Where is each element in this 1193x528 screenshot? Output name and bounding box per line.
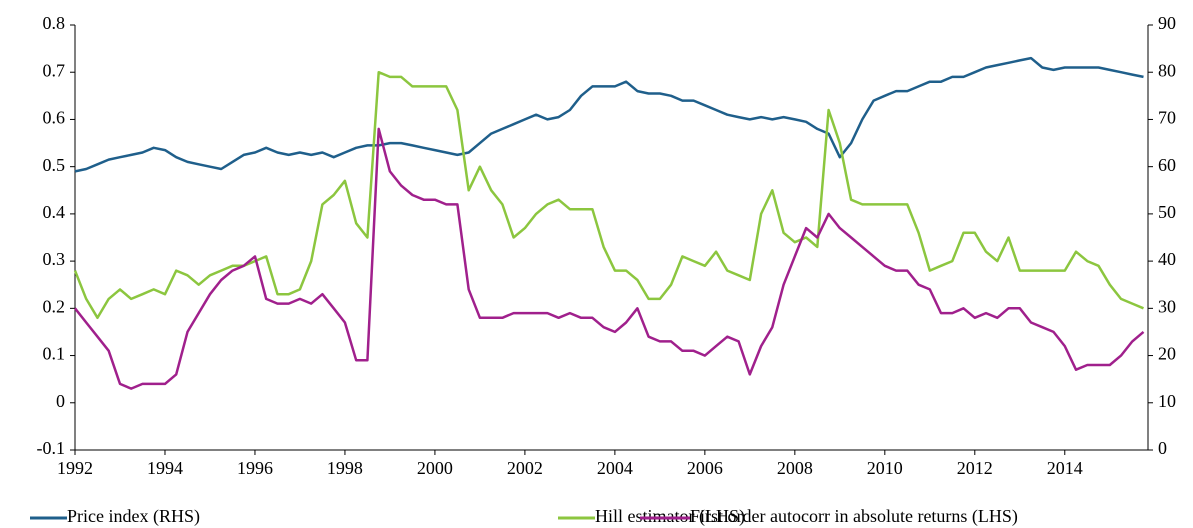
x-tick-label: 2012 bbox=[957, 458, 993, 478]
legend-label: First order autocorr in absolute returns… bbox=[690, 506, 1018, 527]
y2-tick-label: 90 bbox=[1158, 13, 1176, 33]
y-tick-label: 0 bbox=[56, 391, 65, 411]
y2-tick-label: 50 bbox=[1158, 202, 1176, 222]
x-tick-label: 2008 bbox=[777, 458, 813, 478]
x-tick-label: 1994 bbox=[147, 458, 183, 478]
legend-label: Price index (RHS) bbox=[67, 506, 200, 527]
y-tick-label: 0.4 bbox=[43, 202, 66, 222]
y-tick-label: 0.2 bbox=[43, 296, 66, 316]
y2-tick-label: 80 bbox=[1158, 60, 1176, 80]
y-tick-label: 0.5 bbox=[43, 155, 66, 175]
series-line bbox=[74, 56, 1144, 173]
y-tick-label: -0.1 bbox=[37, 438, 66, 458]
y2-tick-label: 70 bbox=[1158, 108, 1176, 128]
x-tick-label: 2002 bbox=[507, 458, 543, 478]
y2-tick-label: 10 bbox=[1158, 391, 1176, 411]
x-tick-label: 1996 bbox=[237, 458, 273, 478]
y-tick-label: 0.1 bbox=[43, 344, 66, 364]
x-tick-label: 1992 bbox=[57, 458, 93, 478]
y2-tick-label: 30 bbox=[1158, 296, 1176, 316]
y2-tick-label: 60 bbox=[1158, 155, 1176, 175]
y2-tick-label: 20 bbox=[1158, 344, 1176, 364]
y-tick-label: 0.7 bbox=[43, 60, 66, 80]
x-tick-label: 1998 bbox=[327, 458, 363, 478]
y2-tick-label: 40 bbox=[1158, 249, 1176, 269]
y-tick-label: 0.3 bbox=[43, 249, 66, 269]
x-tick-label: 2014 bbox=[1047, 458, 1083, 478]
x-tick-label: 2004 bbox=[597, 458, 633, 478]
x-tick-label: 2010 bbox=[867, 458, 903, 478]
series-line bbox=[73, 70, 1144, 320]
y-tick-label: 0.6 bbox=[43, 108, 66, 128]
y2-tick-label: 0 bbox=[1158, 438, 1167, 458]
x-tick-label: 2006 bbox=[687, 458, 723, 478]
y-tick-label: 0.8 bbox=[43, 13, 66, 33]
series-line bbox=[74, 127, 1145, 390]
x-tick-label: 2000 bbox=[417, 458, 453, 478]
